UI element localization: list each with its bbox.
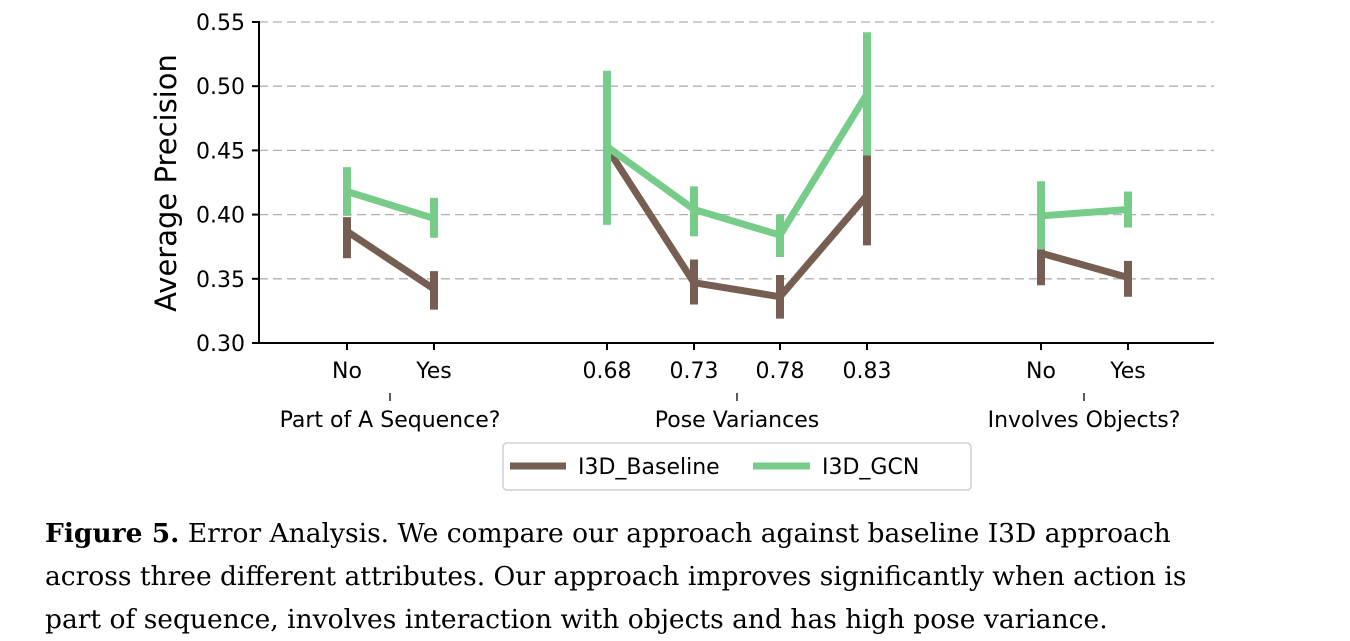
group-label: Part of A Sequence? — [280, 408, 501, 433]
x-tick-label: Yes — [415, 359, 452, 384]
x-tick-label: 0.73 — [670, 359, 719, 384]
x-tick-label: 0.68 — [583, 359, 632, 384]
y-tick-label: 0.50 — [196, 75, 245, 100]
y-tick-label: 0.45 — [196, 139, 245, 164]
x-tick-label: No — [332, 359, 362, 384]
y-tick-label: 0.40 — [196, 204, 245, 229]
caption-line-2: across three different attributes. Our a… — [45, 555, 1345, 598]
figure-caption: Figure 5. Error Analysis. We compare our… — [45, 512, 1345, 641]
legend: I3D_Baseline I3D_GCN — [503, 443, 971, 490]
caption-line-3: part of sequence, involves interaction w… — [45, 598, 1345, 641]
legend-label: I3D_Baseline — [578, 455, 720, 480]
y-tick-label: 0.55 — [196, 11, 245, 36]
y-axis-label: Average Precision — [149, 54, 183, 312]
legend-label: I3D_GCN — [822, 455, 919, 480]
group-label: Pose Variances — [655, 408, 819, 433]
series-line — [347, 231, 434, 289]
grid-lines — [259, 22, 1214, 279]
data-marks — [347, 32, 1128, 318]
error-analysis-chart: 0.30 0.35 0.40 0.45 0.50 0.55 No Yes Part of A S… — [0, 0, 1350, 500]
series-i3d-baseline — [347, 148, 1128, 319]
x-tick-label: 0.83 — [843, 359, 892, 384]
series-line — [1041, 253, 1128, 277]
x-tick-label: 0.78 — [756, 359, 805, 384]
caption-line-1: Figure 5. Error Analysis. We compare our… — [45, 512, 1345, 555]
x-tick-label: Yes — [1109, 359, 1146, 384]
group-label: Involves Objects? — [988, 408, 1181, 433]
series-i3d-gcn — [347, 32, 1128, 257]
x-tick-label: No — [1026, 359, 1056, 384]
caption-text-1: Error Analysis. We compare our approach … — [179, 518, 1170, 549]
y-tick-label: 0.30 — [196, 332, 245, 357]
y-tick-label: 0.35 — [196, 268, 245, 293]
figure-label: Figure 5. — [45, 518, 179, 549]
